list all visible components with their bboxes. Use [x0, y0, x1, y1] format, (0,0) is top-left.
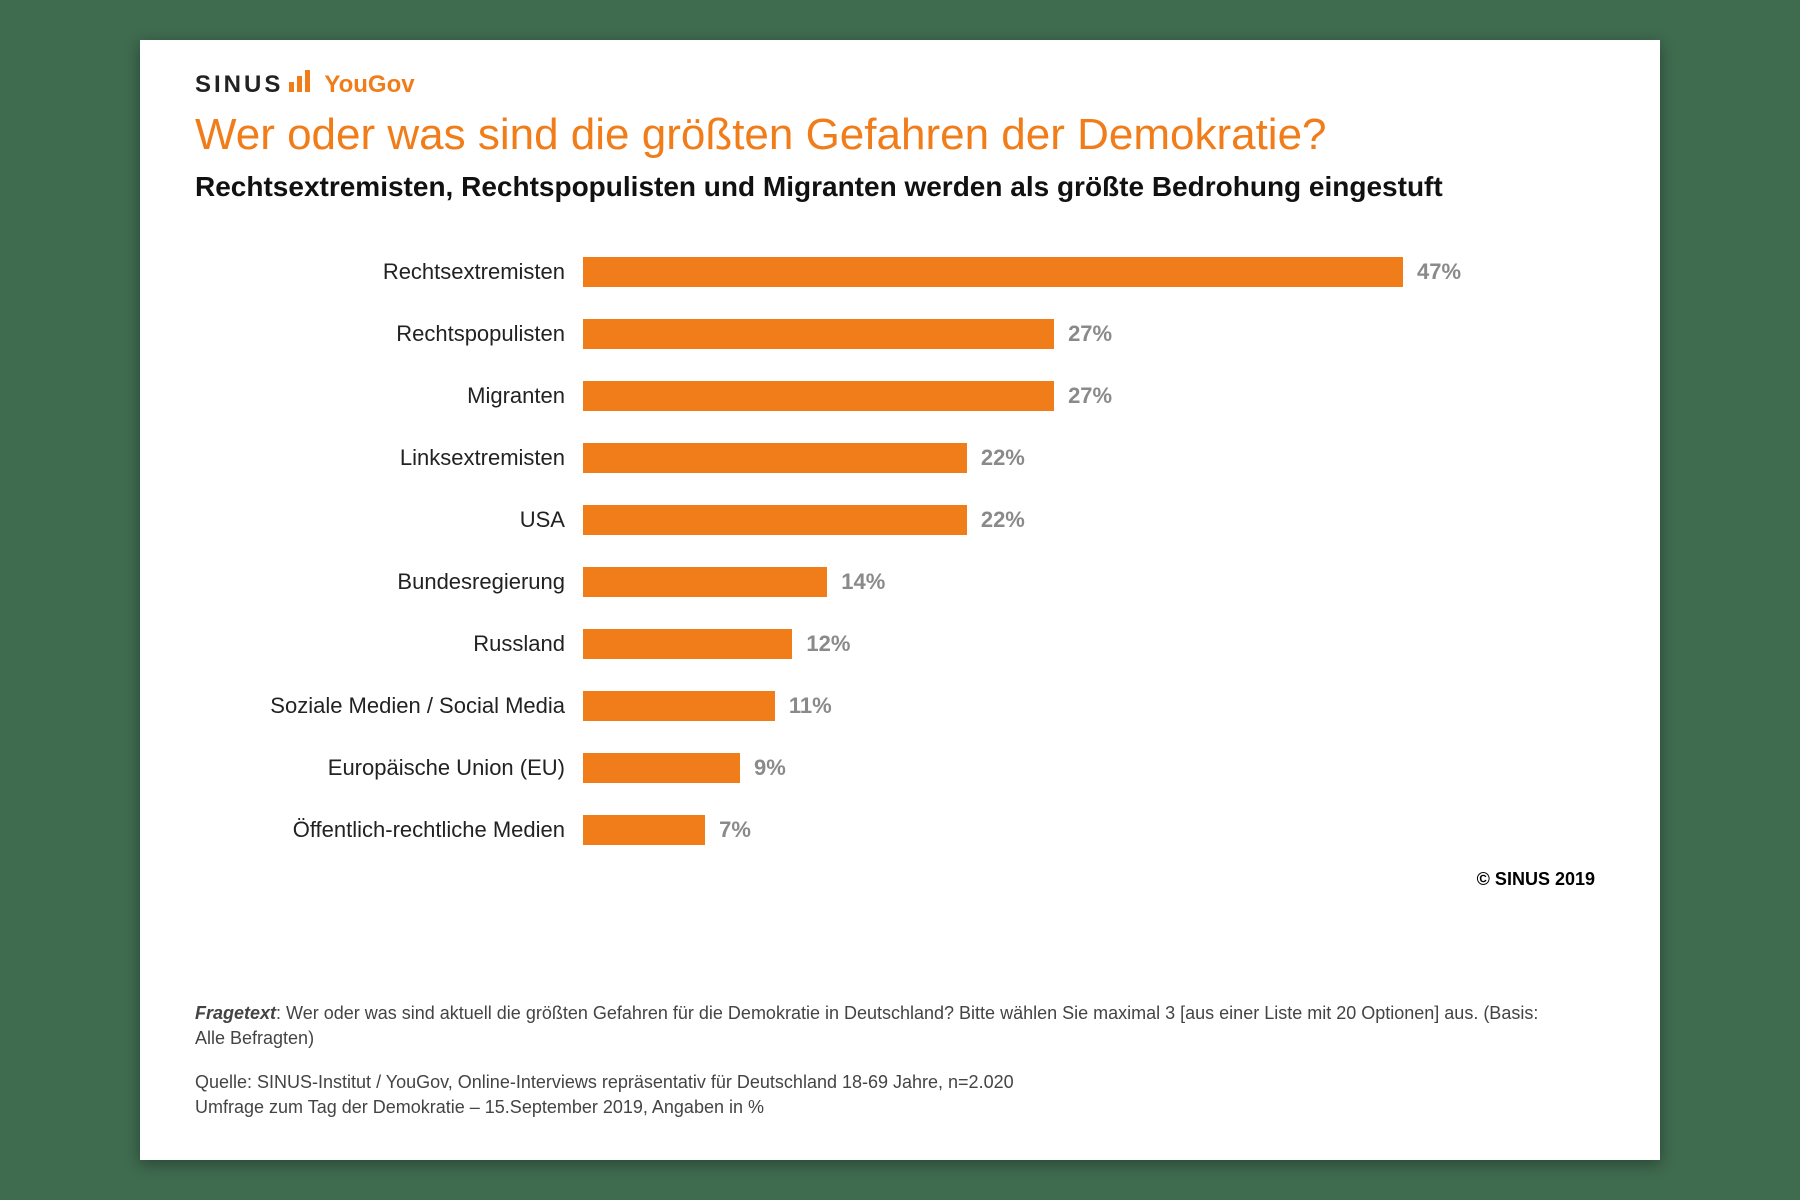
bar-row: Öffentlich-rechtliche Medien 7%	[265, 812, 1565, 848]
fragetext-body: : Wer oder was sind aktuell die größten …	[195, 1003, 1538, 1048]
bar-label: Soziale Medien / Social Media	[265, 693, 583, 719]
brand-row: SINUS YouGov	[195, 70, 1605, 99]
bar	[583, 629, 792, 659]
bar-value: 11%	[789, 693, 832, 719]
chart-title: Wer oder was sind die größten Gefahren d…	[195, 111, 1605, 159]
bar	[583, 567, 827, 597]
bar-row: Rechtsextremisten 47%	[265, 254, 1565, 290]
bar-label: USA	[265, 507, 583, 533]
chart-card: SINUS YouGov Wer oder was sind die größt…	[140, 40, 1660, 1160]
bar-row: Soziale Medien / Social Media 11%	[265, 688, 1565, 724]
bar-chart: Rechtsextremisten47%Rechtspopulisten27%M…	[265, 254, 1565, 848]
bar-wrap: 22%	[583, 505, 1025, 535]
bar-row: Bundesregierung 14%	[265, 564, 1565, 600]
fragetext-line: Fragetext: Wer oder was sind aktuell die…	[195, 1001, 1545, 1051]
bar-row: USA 22%	[265, 502, 1565, 538]
fragetext-label: Fragetext	[195, 1003, 276, 1023]
bar-row: Linksextremisten 22%	[265, 440, 1565, 476]
bar-label: Migranten	[265, 383, 583, 409]
bar-row: Migranten 27%	[265, 378, 1565, 414]
bar-value: 7%	[719, 817, 751, 843]
bar-label: Linksextremisten	[265, 445, 583, 471]
bar	[583, 319, 1054, 349]
bar	[583, 691, 775, 721]
bar-label: Öffentlich-rechtliche Medien	[265, 817, 583, 843]
bar-wrap: 11%	[583, 691, 832, 721]
bar-wrap: 22%	[583, 443, 1025, 473]
bar-value: 27%	[1068, 383, 1112, 409]
source-line-2: Umfrage zum Tag der Demokratie – 15.Sept…	[195, 1097, 764, 1117]
chart-subtitle: Rechtsextremisten, Rechtspopulisten und …	[195, 169, 1549, 204]
bar-wrap: 14%	[583, 567, 885, 597]
bar-row: Rechtspopulisten 27%	[265, 316, 1565, 352]
bar-wrap: 9%	[583, 753, 786, 783]
sinus-bars-icon	[289, 70, 310, 92]
brand-sinus: SINUS	[195, 71, 283, 99]
bar-label: Rechtsextremisten	[265, 259, 583, 285]
source-line-1: Quelle: SINUS-Institut / YouGov, Online-…	[195, 1072, 1014, 1092]
bar-label: Rechtspopulisten	[265, 321, 583, 347]
bar	[583, 381, 1054, 411]
bar-wrap: 12%	[583, 629, 850, 659]
bar-value: 22%	[981, 507, 1025, 533]
bar-row: Russland 12%	[265, 626, 1565, 662]
brand-yougov: YouGov	[324, 71, 414, 99]
bar-wrap: 27%	[583, 319, 1112, 349]
bar-wrap: 27%	[583, 381, 1112, 411]
bar-value: 9%	[754, 755, 786, 781]
bar-value: 14%	[841, 569, 885, 595]
bar-value: 22%	[981, 445, 1025, 471]
source-lines: Quelle: SINUS-Institut / YouGov, Online-…	[195, 1070, 1545, 1120]
bar-value: 27%	[1068, 321, 1112, 347]
bar-label: Europäische Union (EU)	[265, 755, 583, 781]
bar	[583, 753, 740, 783]
bar-wrap: 47%	[583, 257, 1461, 287]
bar-value: 12%	[806, 631, 850, 657]
bar	[583, 505, 967, 535]
footnotes: Fragetext: Wer oder was sind aktuell die…	[195, 1001, 1545, 1120]
bar	[583, 815, 705, 845]
bar-wrap: 7%	[583, 815, 751, 845]
bar-row: Europäische Union (EU) 9%	[265, 750, 1565, 786]
bar	[583, 257, 1403, 287]
bar-label: Russland	[265, 631, 583, 657]
copyright-label: © SINUS 2019	[1477, 869, 1595, 890]
bar-label: Bundesregierung	[265, 569, 583, 595]
bar	[583, 443, 967, 473]
bar-value: 47%	[1417, 259, 1461, 285]
